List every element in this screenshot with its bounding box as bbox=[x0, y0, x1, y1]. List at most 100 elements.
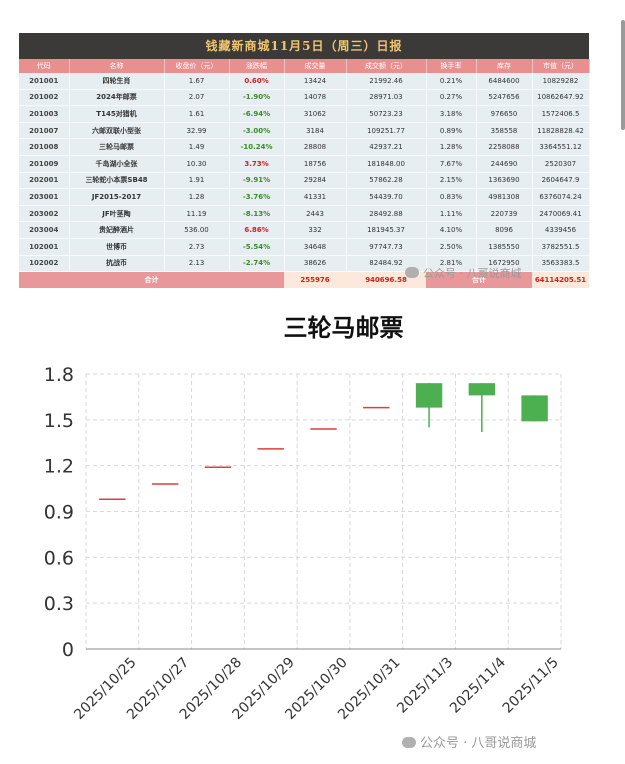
table-row: 201002 2024年邮票 2.07 -1.90% 14078 28971.03 0.27… bbox=[19, 89, 590, 107]
x-tick-label: 2025/11/5 bbox=[500, 655, 562, 717]
table-cell: 3184 bbox=[284, 122, 347, 140]
candle-body bbox=[415, 383, 443, 408]
table-cell: 220739 bbox=[476, 205, 533, 223]
table-row: 202001 三轮蛇小本票SB48 1.91 -9.91% 29284 57862.28 2… bbox=[19, 172, 590, 190]
table-cell: 97747.73 bbox=[346, 238, 427, 256]
table-cell: 57862.28 bbox=[346, 172, 427, 190]
table-cell: 1.28 bbox=[164, 188, 230, 206]
table-row: 201008 三轮马邮票 1.49 -10.24% 28808 42937.21 1.28%… bbox=[19, 138, 590, 156]
table-cell: 21992.46 bbox=[346, 73, 427, 90]
table-cell: 3563383.5 bbox=[532, 255, 590, 273]
table-cell: 1.67 bbox=[164, 73, 230, 90]
report-table: 代码 名称 收盘价（元） 涨跌幅 成交量 成交额（元） 换手率 库存 市值（元） 201001 四… bbox=[19, 59, 590, 289]
daily-report: 钱藏新商城11月5日（周三）日报 代码 名称 收盘价（元） 涨跌幅 成交量 成交额（元）换… bbox=[19, 33, 590, 289]
table-cell: 六邮双联小型张 bbox=[69, 122, 165, 140]
table-cell: 102001 bbox=[19, 238, 70, 256]
table-cell: 3.18% bbox=[426, 105, 477, 123]
table-cell: 201008 bbox=[19, 138, 70, 156]
table-cell: 四轮生肖 bbox=[69, 73, 165, 90]
watermark-bottom: 公众号 · 八哥说商城 bbox=[402, 732, 536, 751]
table-cell: 2258088 bbox=[476, 138, 533, 156]
table-cell: 41331 bbox=[284, 188, 347, 206]
table-cell: 29284 bbox=[284, 172, 347, 190]
table-cell: 202001 bbox=[19, 172, 70, 190]
table-cell: 0.89% bbox=[426, 122, 477, 140]
table-row: 201007 六邮双联小型张 32.99 -3.00% 3184 109251.77 0.8… bbox=[19, 122, 590, 140]
table-cell: 0.60% bbox=[229, 73, 285, 90]
table-cell: 109251.77 bbox=[346, 122, 427, 140]
table-cell: 贵妃醉酒片 bbox=[69, 221, 165, 239]
table-cell: 10862647.92 bbox=[532, 89, 590, 107]
table-cell: 13424 bbox=[284, 73, 347, 90]
table-cell: 6376074.24 bbox=[532, 188, 590, 206]
page-scrollbar[interactable] bbox=[621, 20, 625, 130]
table-cell: JF2015-2017 bbox=[69, 188, 165, 206]
column-header: 成交量 bbox=[284, 59, 347, 73]
y-tick-label: 1.2 bbox=[44, 456, 74, 478]
table-cell: 世博币 bbox=[69, 238, 165, 256]
table-cell: 6.86% bbox=[229, 221, 285, 239]
y-tick-label: 0.6 bbox=[44, 547, 74, 569]
table-cell: -2.74% bbox=[229, 255, 285, 273]
table-cell: 11828828.42 bbox=[532, 122, 590, 140]
column-header: 成交额（元） bbox=[346, 59, 427, 73]
table-cell: 6484600 bbox=[476, 73, 533, 90]
total-market-value: 64114205.51 bbox=[532, 271, 589, 289]
table-cell: 38626 bbox=[284, 255, 347, 273]
table-cell: 3.73% bbox=[229, 155, 285, 173]
candlestick-chart: 三轮马邮票00.30.60.91.21.51.82025/10/252025/1… bbox=[44, 314, 562, 723]
table-cell: 5247656 bbox=[476, 89, 533, 107]
table-cell: 2443 bbox=[284, 205, 347, 223]
table-cell: 4.10% bbox=[426, 221, 477, 239]
table-cell: 0.83% bbox=[426, 188, 477, 206]
table-cell: 10829282 bbox=[532, 73, 590, 90]
table-cell: -8.13% bbox=[229, 205, 285, 223]
table-cell: 332 bbox=[284, 221, 347, 239]
table-cell: 181945.37 bbox=[346, 221, 427, 239]
table-cell: 三轮马邮票 bbox=[69, 138, 165, 156]
table-cell: 1.28% bbox=[426, 138, 477, 156]
table-cell: 0.21% bbox=[426, 73, 477, 90]
table-cell: 11.19 bbox=[164, 205, 230, 223]
table-cell: 32.99 bbox=[164, 122, 230, 140]
table-cell: 28971.03 bbox=[346, 89, 427, 107]
table-cell: JF叶茎陶 bbox=[69, 205, 165, 223]
table-cell: 181848.00 bbox=[346, 155, 427, 173]
table-cell: 244690 bbox=[476, 155, 533, 173]
table-cell: 50723.23 bbox=[346, 105, 427, 123]
table-cell: 2.07 bbox=[164, 89, 230, 107]
table-cell: T145对猎机 bbox=[69, 105, 165, 123]
table-cell: 1.11% bbox=[426, 205, 477, 223]
table-cell: 201007 bbox=[19, 122, 70, 140]
table-cell: 54439.70 bbox=[346, 188, 427, 206]
table-cell: -1.90% bbox=[229, 89, 285, 107]
candle-body bbox=[468, 383, 496, 396]
table-cell: 1672950 bbox=[476, 255, 533, 273]
table-cell: 1.91 bbox=[164, 172, 230, 190]
table-cell: 2520307 bbox=[532, 155, 590, 173]
table-row: 102002 抗战币 2.13 -2.74% 38626 82484.92 2.81% 167… bbox=[19, 255, 590, 273]
table-cell: 2.13 bbox=[164, 255, 230, 273]
column-header: 代码 bbox=[19, 59, 70, 73]
x-tick-label: 2025/11/3 bbox=[394, 655, 456, 717]
table-cell: 2.15% bbox=[426, 172, 477, 190]
table-cell: 8096 bbox=[476, 221, 533, 239]
table-cell: 201001 bbox=[19, 73, 70, 90]
table-cell: 2604647.9 bbox=[532, 172, 590, 190]
column-header: 收盘价（元） bbox=[164, 59, 230, 73]
total-volume: 255976 bbox=[284, 271, 346, 289]
table-cell: 7.67% bbox=[426, 155, 477, 173]
y-tick-label: 1.5 bbox=[44, 410, 74, 432]
total-label-2: 合计 bbox=[426, 271, 532, 289]
table-row: 203004 贵妃醉酒片 536.00 6.86% 332 181945.37 4.10% 8… bbox=[19, 221, 590, 239]
candle-body bbox=[521, 395, 548, 422]
table-cell: 10.30 bbox=[164, 155, 230, 173]
table-cell: 201002 bbox=[19, 89, 70, 107]
column-header: 涨跌幅 bbox=[229, 59, 285, 73]
table-cell: 2470069.41 bbox=[532, 205, 590, 223]
wechat-icon bbox=[402, 737, 416, 748]
table-cell: -3.00% bbox=[229, 122, 285, 140]
table-cell: 1363690 bbox=[476, 172, 533, 190]
table-cell: 3782551.5 bbox=[532, 238, 590, 256]
table-row: 203001 JF2015-2017 1.28 -3.76% 41331 54439.70… bbox=[19, 188, 590, 206]
